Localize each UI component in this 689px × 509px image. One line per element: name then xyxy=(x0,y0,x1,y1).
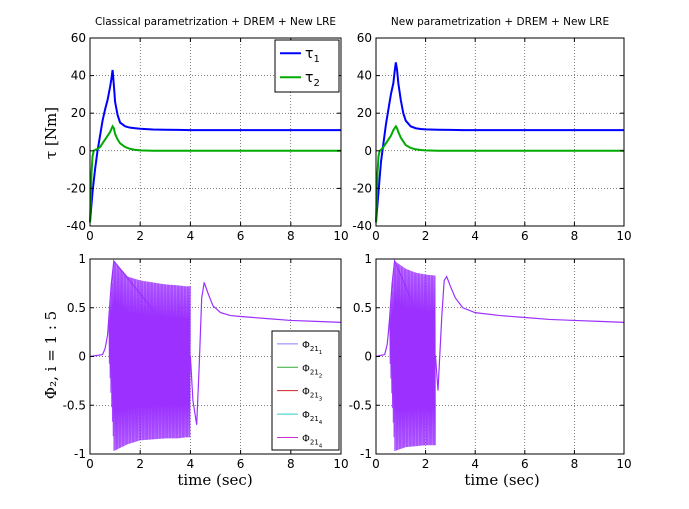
y-tick-label: -40 xyxy=(352,219,372,233)
x-tick-label: 2 xyxy=(136,229,144,243)
phi-trace xyxy=(89,259,342,425)
y-tick-label: 20 xyxy=(357,106,372,120)
y-tick-label: 0.5 xyxy=(353,301,372,315)
y-tick-label: -40 xyxy=(66,219,86,233)
x-tick-label: 6 xyxy=(521,457,529,471)
x-tick-label: 4 xyxy=(187,457,195,471)
y-tick-label: 20 xyxy=(71,106,86,120)
y-tick-label: 40 xyxy=(71,69,86,83)
x-tick-label: 0 xyxy=(372,229,380,243)
axes-frame xyxy=(89,37,342,227)
y-tick-label: -0.5 xyxy=(63,398,86,412)
legend-box xyxy=(274,39,340,93)
y-tick-label: 1 xyxy=(78,252,86,266)
chart-title: Classical parametrization + DREM + New L… xyxy=(95,16,336,28)
x-tick-label: 2 xyxy=(422,229,430,243)
plot-top-right: 0 2 4 6 8 10 -40 -20 0 20 40 60 New parametrization … xyxy=(352,16,631,243)
xlabel-right: time (sec) xyxy=(464,471,539,489)
y-tick-label: -20 xyxy=(66,181,86,195)
ylabel-bottom: Φ₂, i = 1 : 5 xyxy=(42,311,60,399)
x-tick-label: 10 xyxy=(616,229,631,243)
x-tick-label: 8 xyxy=(571,229,579,243)
y-tick-label: 60 xyxy=(71,31,86,45)
oscillation-band xyxy=(389,261,436,452)
y-tick-label: -20 xyxy=(352,181,372,195)
y-tick-label: -1 xyxy=(74,447,86,461)
y-tick-label: 0 xyxy=(364,144,372,158)
y-tick-label: -1 xyxy=(360,447,372,461)
phi-trace xyxy=(375,258,625,391)
y-tick-label: 0 xyxy=(364,350,372,364)
y-tick-label: 0.5 xyxy=(67,301,86,315)
x-tick-label: 8 xyxy=(287,457,295,471)
x-tick-label: 0 xyxy=(86,229,94,243)
series-line-tau xyxy=(375,62,624,223)
x-tick-label: 6 xyxy=(237,229,245,243)
plot-bottom-right: 0 2 4 6 8 10 -1 -0.5 0 0.5 1 xyxy=(349,252,632,471)
y-tick-label: -0.5 xyxy=(349,398,372,412)
x-tick-label: 2 xyxy=(422,457,430,471)
axes-frame xyxy=(375,37,625,227)
x-tick-label: 8 xyxy=(571,457,579,471)
x-tick-label: 4 xyxy=(471,457,479,471)
x-tick-label: 4 xyxy=(471,229,479,243)
x-tick-label: 2 xyxy=(136,457,144,471)
y-tick-label: 60 xyxy=(357,31,372,45)
y-tick-label: 0 xyxy=(78,350,86,364)
series-line-tau1 xyxy=(89,69,341,223)
x-tick-label: 10 xyxy=(333,457,348,471)
series-line-tau2 xyxy=(89,124,341,223)
plot-top-left: 0 2 4 6 8 10 -40 -20 0 20 40 60 Classical parametriz… xyxy=(66,16,348,243)
y-tick-label: 0 xyxy=(78,144,86,158)
x-tick-label: 10 xyxy=(333,229,348,243)
x-tick-label: 6 xyxy=(237,457,245,471)
x-tick-label: 4 xyxy=(187,229,195,243)
x-tick-label: 6 xyxy=(521,229,529,243)
chart-title: New parametrization + DREM + New LRE xyxy=(391,16,609,28)
y-tick-label: 40 xyxy=(357,69,372,83)
x-tick-label: 8 xyxy=(287,229,295,243)
x-tick-label: 10 xyxy=(616,457,631,471)
ylabel-top: τ [Nm] xyxy=(42,107,60,159)
plot-area xyxy=(376,38,624,226)
y-tick-label: 1 xyxy=(364,252,372,266)
x-tick-label: 0 xyxy=(86,457,94,471)
series-line-tau xyxy=(375,124,624,223)
xlabel-left: time (sec) xyxy=(177,471,252,489)
oscillation-band xyxy=(108,261,191,451)
x-tick-label: 0 xyxy=(372,457,380,471)
